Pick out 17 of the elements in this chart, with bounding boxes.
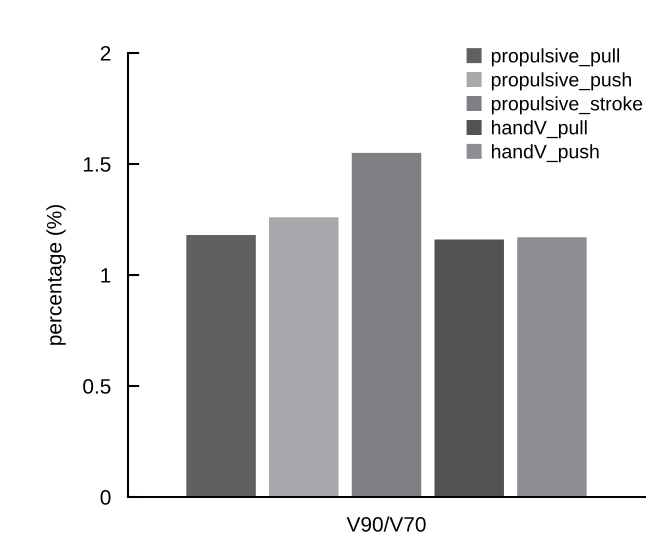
bar — [352, 152, 422, 497]
legend-label: propulsive_pull — [492, 48, 620, 66]
y-tick-label: 1.5 — [84, 157, 110, 172]
bar — [434, 239, 504, 497]
legend-label: handV_pull — [492, 120, 587, 138]
bar — [517, 237, 587, 497]
bar — [186, 235, 256, 497]
y-tick-label: 0.5 — [83, 379, 110, 394]
legend-label: handV_push — [492, 144, 599, 162]
legend-label: propulsive_stroke — [492, 96, 642, 114]
y-tick-label: 0 — [100, 490, 111, 505]
legend-label: propulsive_push — [492, 72, 631, 90]
y-axis-title: percentage (%) — [46, 205, 66, 345]
y-tick-label: 1 — [101, 268, 110, 283]
y-tick-label: 2 — [100, 46, 110, 61]
x-tick-label: V90/V70 — [346, 516, 426, 532]
bar — [269, 217, 339, 497]
